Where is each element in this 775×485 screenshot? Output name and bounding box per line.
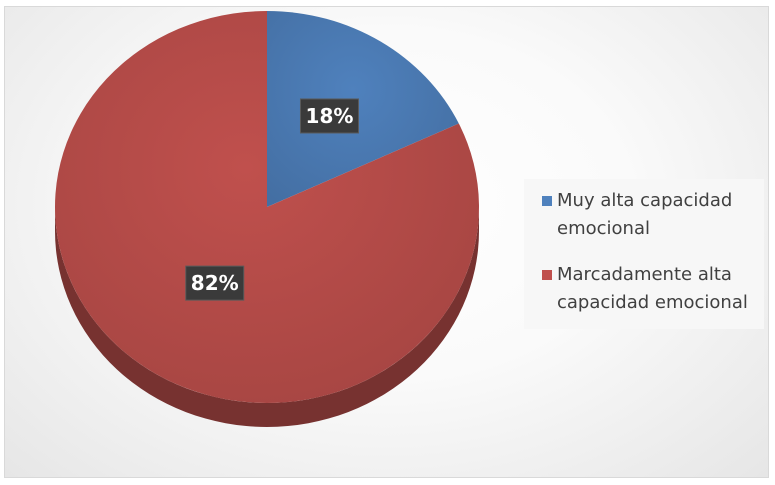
data-label-0: 18% xyxy=(306,104,354,128)
data-label-box-0 xyxy=(299,98,359,134)
data-label-box-1 xyxy=(185,265,245,301)
chart-area: 18% 82% Muy alta capacidad emocional Marc… xyxy=(4,6,769,478)
legend-entry-muy-alta: Muy alta capacidad emocional xyxy=(542,187,760,243)
pie-slice-0 xyxy=(267,11,459,207)
pie-chart: 18% 82% xyxy=(54,11,479,427)
data-label-1: 82% xyxy=(191,271,239,295)
legend-swatch-marcadamente-alta xyxy=(542,270,552,280)
legend-entry-marcadamente-alta: Marcadamente alta capacidad emocional xyxy=(542,261,760,317)
legend-label-marcadamente-alta: Marcadamente alta capacidad emocional xyxy=(557,264,748,313)
pie-slice-1 xyxy=(54,11,479,403)
legend-swatch-muy-alta xyxy=(542,196,552,206)
legend-label-muy-alta: Muy alta capacidad emocional xyxy=(557,190,733,239)
legend: Muy alta capacidad emocional Marcadament… xyxy=(524,179,764,329)
